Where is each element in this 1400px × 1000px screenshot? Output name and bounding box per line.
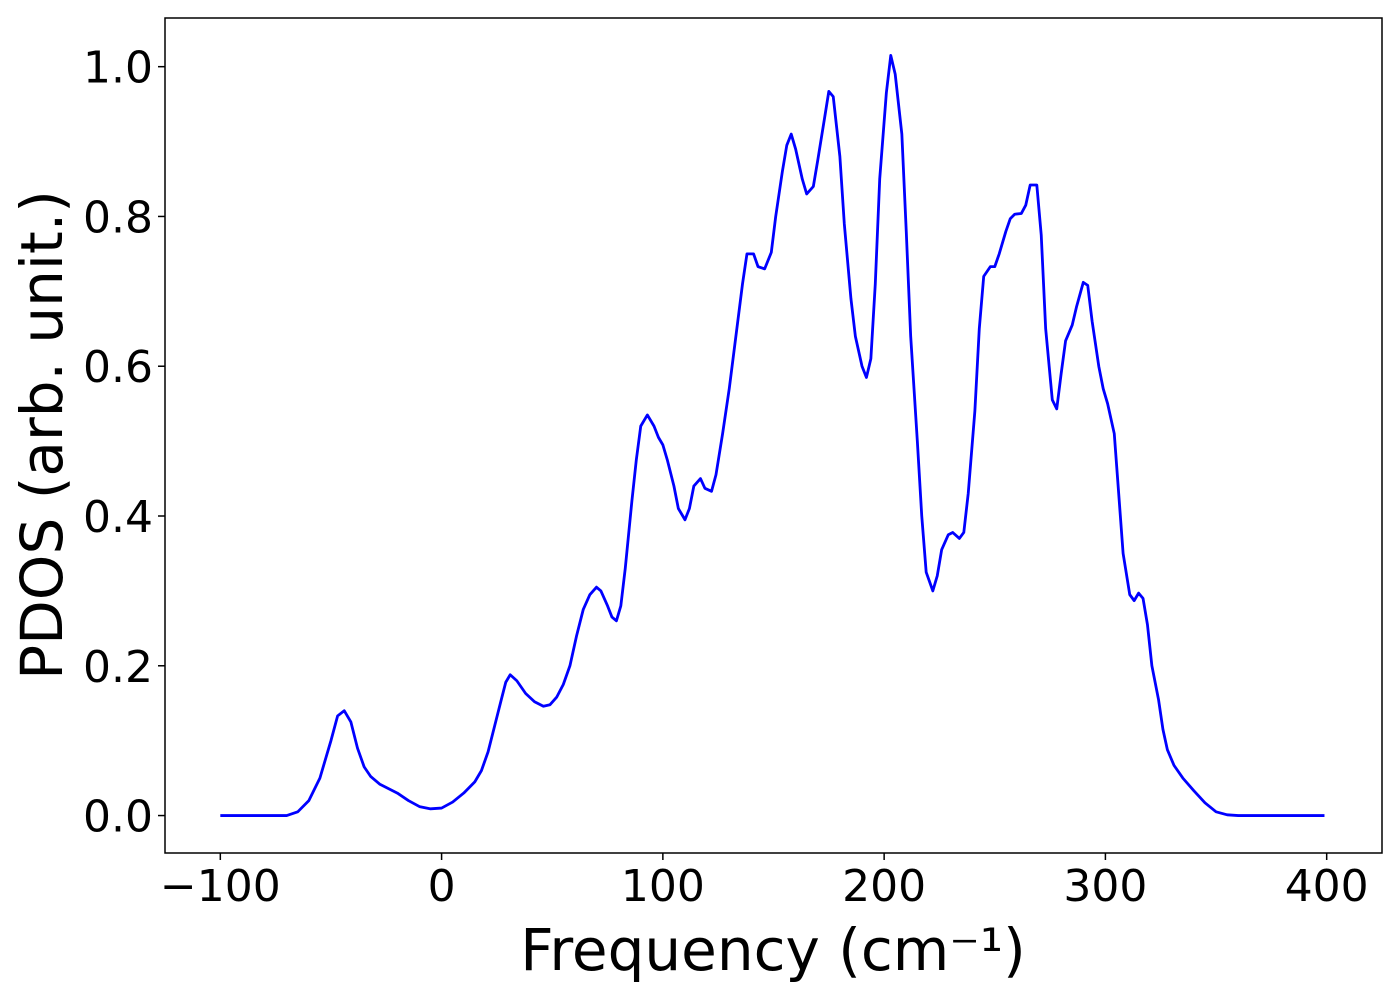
y-tick-label: 0.8 xyxy=(83,192,153,243)
x-tick-label: −100 xyxy=(160,861,281,912)
data-line xyxy=(220,54,1325,817)
x-tick-label: 0 xyxy=(428,861,456,912)
y-tick-label: 1.0 xyxy=(83,43,153,94)
y-tick-label: 0.0 xyxy=(83,792,153,843)
y-tick-label: 0.2 xyxy=(83,642,153,693)
x-tick-label: 300 xyxy=(1063,861,1147,912)
y-tick-label: 0.6 xyxy=(83,342,153,393)
y-axis-label: PDOS (arb. unit.) xyxy=(8,190,76,680)
plot-frame xyxy=(164,17,1383,854)
x-tick-label: 200 xyxy=(842,861,926,912)
x-tick-label: 100 xyxy=(621,861,705,912)
x-tick-label: 400 xyxy=(1285,861,1369,912)
x-axis-label: Frequency (cm⁻¹) xyxy=(520,916,1026,984)
y-tick-label: 0.4 xyxy=(83,492,153,543)
